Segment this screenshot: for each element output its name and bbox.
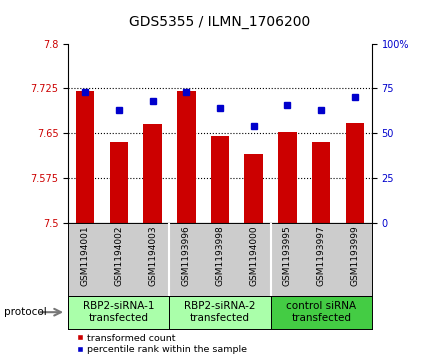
Text: GSM1193999: GSM1193999 xyxy=(350,225,359,286)
Text: GSM1194001: GSM1194001 xyxy=(81,225,90,286)
Text: GSM1194003: GSM1194003 xyxy=(148,225,157,286)
Bar xyxy=(271,296,372,329)
Text: GDS5355 / ILMN_1706200: GDS5355 / ILMN_1706200 xyxy=(129,15,311,29)
Text: GSM1194002: GSM1194002 xyxy=(114,225,123,286)
Text: RBP2-siRNA-1
transfected: RBP2-siRNA-1 transfected xyxy=(83,301,154,323)
Bar xyxy=(346,123,364,223)
Bar xyxy=(76,91,94,223)
Text: GSM1193998: GSM1193998 xyxy=(216,225,224,286)
Bar xyxy=(68,296,169,329)
Text: GSM1193997: GSM1193997 xyxy=(317,225,326,286)
Bar xyxy=(177,91,195,223)
Text: GSM1193996: GSM1193996 xyxy=(182,225,191,286)
Legend: transformed count, percentile rank within the sample: transformed count, percentile rank withi… xyxy=(73,330,251,358)
Bar xyxy=(169,296,271,329)
Text: protocol: protocol xyxy=(4,307,47,317)
Text: RBP2-siRNA-2
transfected: RBP2-siRNA-2 transfected xyxy=(184,301,256,323)
Bar xyxy=(143,125,162,223)
Bar xyxy=(245,154,263,223)
Text: GSM1194000: GSM1194000 xyxy=(249,225,258,286)
Text: control siRNA
transfected: control siRNA transfected xyxy=(286,301,356,323)
Bar xyxy=(211,136,229,223)
Text: GSM1193995: GSM1193995 xyxy=(283,225,292,286)
Bar xyxy=(278,132,297,223)
Bar xyxy=(312,142,330,223)
Bar xyxy=(110,142,128,223)
